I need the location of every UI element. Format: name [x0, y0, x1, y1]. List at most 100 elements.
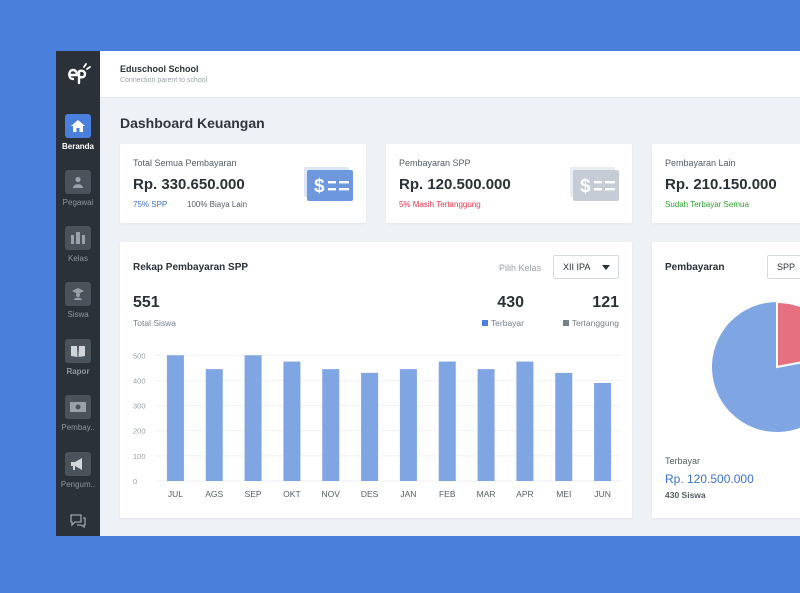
x-tick-label: NOV: [322, 489, 341, 499]
money-bill-icon: $: [570, 167, 619, 201]
payment-type-value: SPP: [777, 262, 796, 272]
book-icon: [65, 339, 91, 363]
school-name: Eduschool School: [120, 64, 199, 74]
bar[interactable]: [438, 361, 456, 481]
payment-pie-chart: [712, 300, 800, 432]
x-tick-label: FEB: [439, 489, 456, 499]
page-title: Dashboard Keuangan: [120, 115, 265, 131]
total-students-label: Total Siswa: [133, 318, 176, 328]
unpaid-label: Tertanggung: [571, 318, 619, 328]
stat-label: Total Semua Pembayaran: [133, 158, 237, 168]
bar[interactable]: [361, 372, 379, 481]
school-tagline: Connection parent to school: [120, 77, 208, 84]
stat-label: Pembayaran Lain: [665, 158, 736, 168]
bar[interactable]: [244, 355, 262, 481]
eduschool-logo[interactable]: [65, 61, 91, 87]
stat-sub-lain: 100% Biaya Lain: [187, 200, 248, 209]
sidebar-item-pengumuman[interactable]: Pengum..: [56, 452, 100, 489]
x-tick-label: OKT: [283, 489, 300, 499]
stat-sub-spp: 75% SPP: [133, 200, 168, 209]
sidebar-item-label: Kelas: [67, 254, 88, 263]
student-icon: [65, 282, 91, 306]
bar[interactable]: [555, 372, 573, 481]
stat-card-spp: Pembayaran SPP Rp. 120.500.000 5% Masih …: [386, 144, 632, 223]
sidebar-item-pegawai[interactable]: Pegawai: [56, 170, 100, 207]
pie-count: 430 Siswa: [665, 490, 706, 500]
sidebar-item-label: Pengum..: [60, 480, 96, 489]
megaphone-icon: [65, 452, 91, 476]
bar[interactable]: [477, 369, 495, 481]
sidebar-item-label: Rapor: [66, 367, 90, 376]
sidebar-item-beranda[interactable]: Beranda: [56, 114, 100, 151]
sidebar-item-label: Pembay..: [61, 423, 95, 432]
bar[interactable]: [322, 369, 340, 481]
pie-amount: Rp. 120.500.000: [665, 472, 754, 486]
bar[interactable]: [166, 355, 184, 481]
bar[interactable]: [516, 361, 534, 481]
y-tick-label: 200: [133, 427, 146, 436]
sidebar-item-label: Beranda: [61, 142, 94, 151]
caret-down-icon: [602, 265, 610, 270]
bar[interactable]: [399, 369, 417, 481]
svg-text:$: $: [580, 176, 591, 197]
payment-type-select[interactable]: SPP: [767, 255, 800, 279]
app-window: Beranda Pegawai Kelas Siswa Rapor: [56, 51, 800, 536]
money-bill-icon: $: [304, 167, 353, 201]
legend-dot-paid: [481, 320, 488, 326]
stat-card-total: Total Semua Pembayaran Rp. 330.650.000 7…: [120, 144, 366, 223]
top-bar: Eduschool School Connection parent to sc…: [100, 51, 800, 98]
bar[interactable]: [205, 369, 223, 481]
pie-slice-unpaid[interactable]: [776, 300, 800, 369]
class-select[interactable]: XII IPA: [553, 255, 619, 279]
sidebar-item-siswa[interactable]: Siswa: [56, 282, 100, 319]
x-tick-label: JAN: [400, 489, 416, 499]
x-tick-label: AGS: [205, 489, 223, 499]
x-tick-label: DES: [361, 489, 379, 499]
svg-text:$: $: [314, 176, 325, 197]
x-tick-label: MAR: [477, 489, 496, 499]
sidebar-item-pembayaran[interactable]: Pembay..: [56, 395, 100, 432]
class-select-value: XII IPA: [563, 262, 591, 272]
class-filter-label: Pilih Kelas: [499, 263, 542, 273]
money-icon: [65, 395, 91, 419]
paid-label: Terbayar: [490, 318, 524, 328]
pie-title: Pembayaran: [665, 262, 725, 273]
paid-value: 430: [497, 294, 524, 311]
pie-caption: Terbayar: [665, 456, 701, 466]
x-tick-label: SEP: [245, 489, 262, 499]
rekap-title: Rekap Pembayaran SPP: [133, 262, 249, 273]
stat-label: Pembayaran SPP: [399, 158, 471, 168]
stat-value: Rp. 120.500.000: [399, 176, 511, 193]
spp-bar-chart: 500 400 300 200 100 0 JUL AGS SEP OKT NOV DES JAN FEB…: [133, 351, 622, 499]
unpaid-value: 121: [592, 294, 619, 311]
stat-value: Rp. 330.650.000: [133, 176, 245, 193]
stat-sub-outstanding: 5% Masih Tertanggung: [399, 200, 481, 209]
x-tick-label: JUL: [168, 489, 183, 499]
x-tick-label: JUN: [594, 489, 611, 499]
x-tick-label: MEI: [556, 489, 571, 499]
stat-value: Rp. 210.150.000: [665, 176, 777, 193]
y-tick-label: 100: [133, 452, 146, 461]
bar[interactable]: [594, 382, 612, 481]
employee-icon: [65, 170, 91, 194]
pie-slice-paid[interactable]: [712, 302, 800, 432]
y-tick-label: 0: [133, 477, 137, 486]
x-tick-label: APR: [516, 489, 533, 499]
y-tick-label: 400: [133, 376, 146, 385]
y-tick-label: 500: [133, 351, 146, 360]
rekap-card: Rekap Pembayaran SPP Pilih Kelas XII IPA…: [120, 242, 632, 518]
sidebar-item-chat[interactable]: [56, 509, 100, 533]
legend-dot-unpaid: [562, 320, 569, 326]
bar[interactable]: [283, 361, 301, 481]
total-students-value: 551: [133, 294, 160, 311]
home-icon: [65, 114, 91, 138]
sidebar: Beranda Pegawai Kelas Siswa Rapor: [56, 51, 100, 536]
sidebar-item-label: Pegawai: [62, 198, 94, 207]
stat-sub-paid: Sudah Terbayar Semua: [665, 200, 749, 209]
sidebar-item-rapor[interactable]: Rapor: [56, 339, 100, 376]
stat-card-lain: Pembayaran Lain Rp. 210.150.000 Sudah Te…: [652, 144, 800, 223]
paid-legend: Terbayar: [481, 318, 524, 328]
y-tick-label: 300: [133, 402, 146, 411]
sidebar-item-label: Siswa: [67, 310, 89, 319]
sidebar-item-kelas[interactable]: Kelas: [56, 226, 100, 263]
